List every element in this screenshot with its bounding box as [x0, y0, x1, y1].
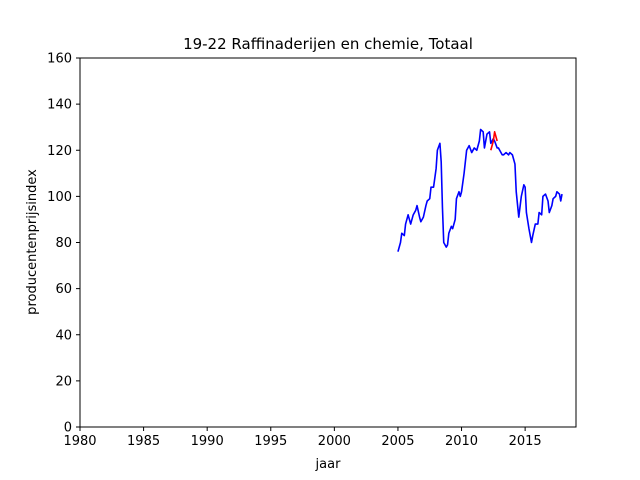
y-tick-label: 40	[55, 328, 72, 343]
x-tick-label: 2000	[318, 434, 351, 449]
x-tick-label: 2005	[381, 434, 414, 449]
plot-frame	[79, 57, 577, 428]
plot-area	[79, 57, 577, 428]
x-tick-label: 1990	[191, 434, 224, 449]
x-axis-label: jaar	[315, 457, 342, 472]
y-tick-label: 140	[47, 98, 72, 113]
chart-title: 19-22 Raffinaderijen en chemie, Totaal	[183, 35, 473, 53]
y-tick-label: 100	[47, 190, 72, 205]
y-tick-label: 120	[47, 144, 72, 159]
x-tick-label: 1985	[127, 434, 160, 449]
series-line-main	[397, 128, 563, 252]
x-tick-label: 1980	[63, 434, 96, 449]
x-tick-label: 2015	[509, 434, 542, 449]
y-axis: 0 20 40 60 80 100 120 140 160	[47, 52, 80, 436]
y-tick-label: 160	[47, 52, 72, 67]
y-tick-label: 60	[55, 282, 72, 297]
y-tick-label: 20	[55, 374, 72, 389]
y-tick-label: 0	[64, 421, 72, 436]
x-tick-label: 2010	[445, 434, 478, 449]
x-tick-label: 1995	[254, 434, 287, 449]
y-tick-label: 80	[55, 236, 72, 251]
y-axis-label: producentenprijsindex	[25, 169, 40, 315]
series-layer	[397, 128, 563, 252]
series-line-highlight	[490, 131, 498, 151]
x-axis: 1980 1985 1990 1995 2000 2005 2010 2015	[63, 427, 542, 449]
